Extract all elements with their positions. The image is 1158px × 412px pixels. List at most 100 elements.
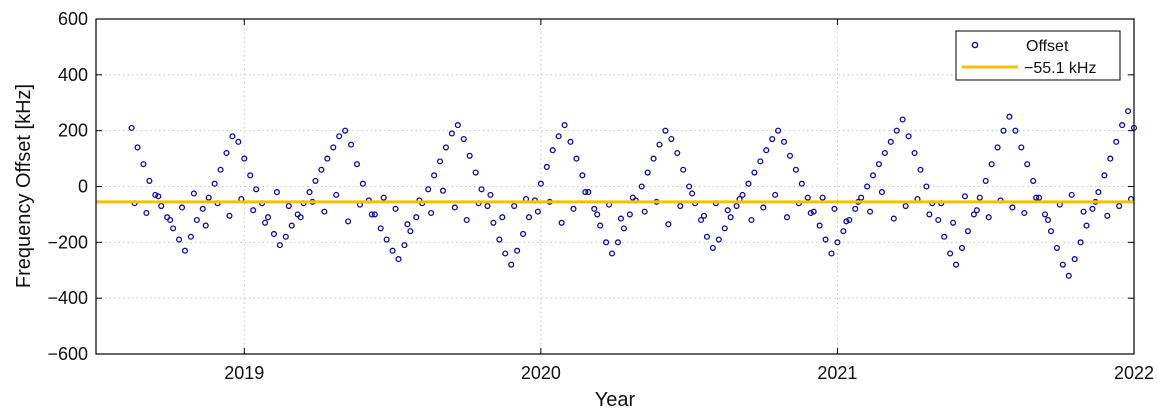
data-point	[656, 141, 663, 148]
data-point	[217, 166, 224, 173]
data-point	[514, 247, 521, 254]
data-point	[1041, 211, 1049, 218]
data-point	[170, 225, 177, 232]
legend-box	[955, 30, 1121, 81]
data-point	[709, 244, 716, 251]
data-point	[644, 169, 651, 176]
data-point	[167, 216, 174, 224]
data-point	[1036, 194, 1043, 201]
data-point	[614, 239, 622, 246]
data-point	[573, 155, 580, 162]
data-point	[478, 186, 485, 193]
data-point	[472, 169, 479, 176]
data-point	[487, 191, 494, 198]
data-point	[1024, 161, 1031, 168]
data-point	[878, 189, 885, 196]
data-point	[1119, 122, 1126, 129]
data-point	[866, 208, 874, 215]
x-tick-label: 2021	[817, 363, 857, 383]
data-point	[294, 211, 301, 218]
data-point	[917, 166, 924, 173]
y-tick-label: 400	[58, 65, 88, 85]
data-point	[591, 205, 598, 212]
data-point	[976, 194, 983, 201]
data-point	[555, 133, 562, 140]
data-point	[193, 216, 200, 224]
data-point	[342, 127, 349, 134]
legend-label-offset: Offset	[1026, 38, 1069, 55]
data-point	[703, 233, 710, 240]
data-point	[950, 219, 957, 226]
data-point	[499, 214, 506, 221]
data-point	[312, 177, 319, 184]
data-point	[164, 214, 171, 221]
data-point	[549, 147, 556, 154]
data-point	[650, 155, 657, 162]
y-tick-label: 0	[78, 177, 88, 197]
data-point	[1095, 189, 1102, 196]
data-point	[638, 183, 645, 190]
data-point	[345, 218, 352, 225]
data-point	[1080, 208, 1087, 215]
data-point	[1059, 261, 1066, 268]
data-point	[190, 190, 197, 197]
data-point	[641, 208, 648, 215]
data-point	[1101, 172, 1108, 179]
data-point	[911, 149, 918, 157]
data-point	[665, 221, 672, 228]
data-point	[1006, 113, 1013, 120]
y-tick-label: −200	[47, 232, 88, 252]
data-point	[947, 250, 954, 257]
data-point	[1030, 177, 1037, 184]
data-point	[629, 194, 636, 201]
data-point	[377, 225, 384, 232]
data-point	[264, 214, 272, 221]
data-point	[674, 149, 681, 157]
data-point	[582, 189, 589, 196]
data-point	[834, 239, 841, 246]
data-point	[1018, 144, 1025, 151]
data-point	[677, 202, 684, 210]
data-point	[392, 205, 399, 212]
data-point	[875, 161, 882, 168]
data-point	[324, 155, 331, 162]
data-point	[223, 149, 230, 157]
data-point	[250, 207, 257, 214]
data-point	[380, 194, 387, 201]
data-point	[496, 236, 503, 243]
data-point	[843, 218, 850, 225]
x-tick-label: 2020	[521, 363, 561, 383]
data-point	[436, 158, 444, 165]
data-point	[199, 205, 206, 212]
data-point	[371, 211, 378, 218]
data-point	[558, 219, 565, 226]
data-point	[985, 214, 992, 221]
data-point	[739, 191, 746, 198]
data-point	[321, 208, 328, 215]
data-point	[211, 180, 218, 187]
data-point	[226, 212, 233, 219]
data-point	[202, 222, 209, 229]
data-point	[760, 204, 767, 211]
data-point	[1065, 272, 1072, 279]
data-point	[508, 261, 515, 268]
data-point	[721, 225, 728, 232]
data-point	[1071, 256, 1078, 263]
axis-ticks: −600 −400 −200 0 200 400 600 2019 2020 2021 2022	[47, 9, 1154, 383]
data-point	[763, 147, 770, 154]
x-tick-label: 2022	[1114, 363, 1154, 383]
x-tick-label: 2019	[224, 363, 264, 383]
legend-marker-offset	[971, 41, 979, 49]
data-point	[502, 250, 509, 257]
data-point	[347, 141, 355, 148]
data-point	[902, 202, 909, 210]
data-point	[961, 193, 968, 200]
data-point	[1044, 216, 1052, 224]
data-point	[454, 122, 461, 129]
data-point	[603, 239, 610, 246]
data-point	[282, 233, 289, 240]
data-point	[490, 219, 497, 226]
data-point	[935, 216, 942, 224]
data-point	[792, 166, 799, 173]
data-point	[140, 161, 147, 168]
